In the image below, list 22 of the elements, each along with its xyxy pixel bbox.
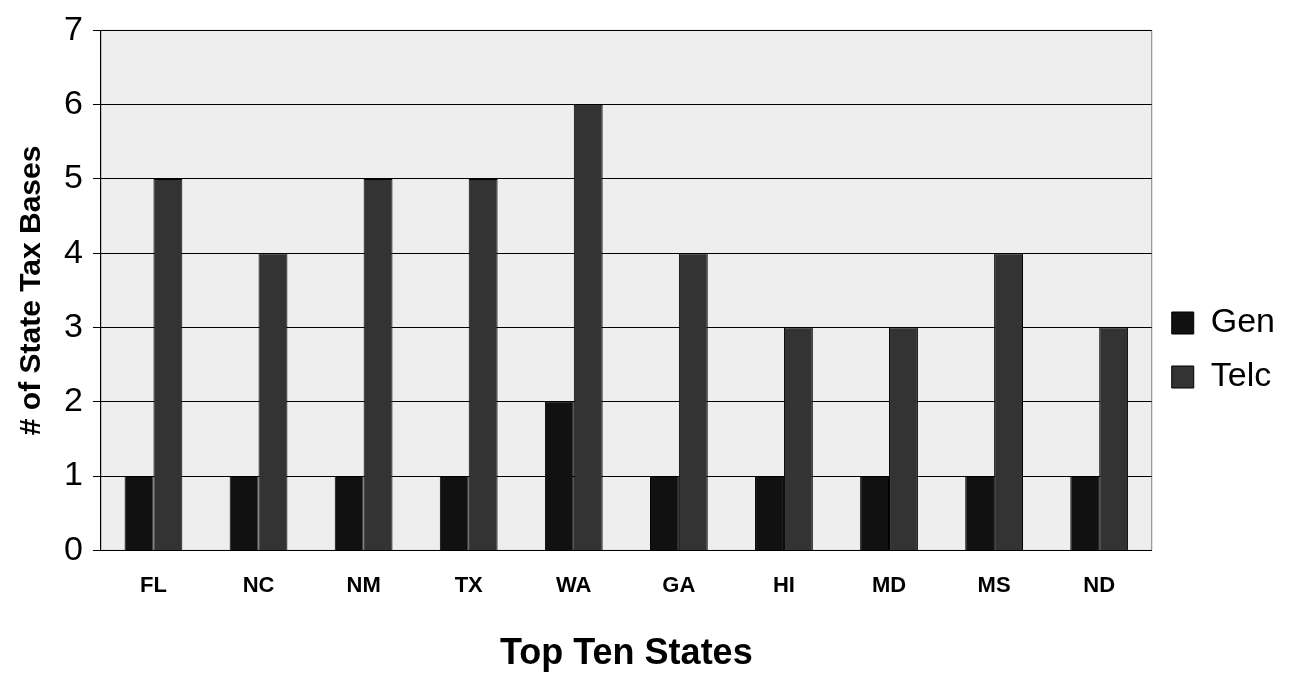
x-tick-label: MS (977, 571, 1011, 597)
y-axis-title: # of State Tax Bases (13, 145, 47, 436)
y-tick-label: 1 (63, 454, 83, 493)
x-axis-title: Top Ten States (499, 631, 753, 673)
y-tick-label: 4 (63, 231, 83, 270)
y-tick-label: 2 (63, 380, 83, 419)
x-tick-label: TX (454, 571, 484, 597)
y-tick-label: 3 (63, 305, 83, 344)
y-tick-label: 5 (63, 157, 83, 196)
x-tick-label: ND (1083, 571, 1116, 597)
y-tick-label: 6 (63, 83, 83, 122)
x-tick-label: MD (871, 571, 907, 597)
x-tick-label: GA (662, 571, 696, 597)
legend-label: Gen (1210, 301, 1275, 340)
legend-label: Telc (1210, 355, 1272, 394)
x-tick-label: NC (242, 571, 275, 597)
x-tick-label: HI (772, 571, 795, 597)
x-tick-label: NM (346, 571, 381, 597)
y-tick-label: 0 (63, 528, 83, 567)
x-tick-label: WA (556, 571, 592, 597)
y-tick-label: 7 (63, 8, 83, 47)
x-tick-label: FL (140, 571, 167, 597)
